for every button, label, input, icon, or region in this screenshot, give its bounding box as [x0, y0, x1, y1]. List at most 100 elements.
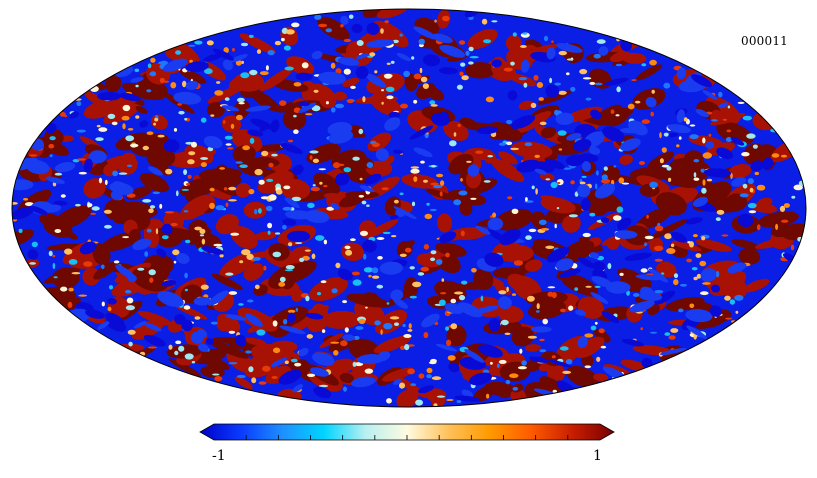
texture-speck	[318, 23, 328, 28]
texture-speck	[18, 228, 23, 233]
texture-blue-patch	[574, 309, 587, 316]
texture-speck	[649, 59, 657, 66]
texture-blue-patch	[590, 292, 609, 304]
texture-blue-patch	[197, 343, 209, 353]
texture-patch	[128, 228, 141, 245]
texture-speck	[226, 147, 234, 150]
texture-speck	[170, 82, 177, 89]
texture-speck	[664, 332, 671, 336]
texture-speck	[326, 206, 335, 211]
texture-blue-patch	[208, 290, 229, 306]
texture-speck	[260, 196, 269, 200]
sky-map-outline	[11, 8, 807, 408]
texture-blue-patch	[555, 258, 574, 271]
texture-speck	[640, 327, 643, 331]
texture-speck	[181, 188, 190, 191]
texture-blue-patch	[488, 318, 501, 332]
texture-speck	[518, 77, 528, 81]
texture-speck	[506, 141, 513, 146]
texture-speck	[272, 251, 282, 258]
texture-blue-patch	[695, 108, 709, 118]
texture-speck	[381, 101, 384, 105]
texture-speck	[607, 263, 612, 270]
texture-speck	[660, 272, 665, 275]
texture-patch	[498, 305, 524, 323]
texture-speck	[194, 316, 201, 320]
texture-speck	[126, 164, 133, 167]
texture-speck	[223, 187, 228, 191]
texture-patch	[140, 172, 169, 193]
texture-speck	[615, 114, 620, 117]
texture-speck	[200, 284, 209, 290]
texture-speck	[248, 34, 254, 39]
texture-speck	[584, 365, 592, 369]
texture-speck	[535, 188, 538, 195]
texture-speck	[483, 180, 491, 183]
texture-speck	[445, 252, 450, 258]
texture-blue-patch	[478, 344, 503, 358]
texture-speck	[702, 179, 706, 186]
texture-speck	[49, 136, 56, 141]
texture-speck	[284, 269, 294, 272]
texture-blue-patch	[280, 142, 303, 154]
texture-blue-patch	[545, 158, 566, 170]
texture-speck	[48, 250, 53, 257]
texture-blue-patch	[298, 102, 310, 107]
texture-speck	[351, 271, 360, 276]
texture-speck	[363, 253, 367, 260]
texture-speck	[235, 161, 243, 164]
texture-blue-patch	[362, 239, 377, 253]
texture-blue-patch	[464, 349, 485, 363]
texture-blue-patch	[292, 384, 304, 393]
texture-speck	[150, 57, 156, 63]
texture-patch	[593, 328, 611, 343]
texture-blue-patch	[590, 109, 602, 120]
texture-speck	[513, 260, 524, 266]
texture-speck	[122, 236, 130, 239]
texture-blue-patch	[287, 230, 311, 243]
texture-speck	[721, 234, 729, 237]
texture-blue-patch	[305, 312, 324, 320]
texture-speck	[288, 242, 293, 247]
texture-speck	[747, 178, 754, 185]
texture-blue-patch	[580, 198, 591, 211]
texture-speck	[499, 142, 506, 146]
texture-speck	[689, 134, 699, 140]
texture-speck	[135, 115, 140, 119]
texture-blue-patch	[335, 172, 350, 186]
texture-blue-patch	[692, 196, 708, 207]
texture-speck	[28, 154, 38, 157]
texture-speck	[702, 282, 711, 285]
texture-blue-patch	[133, 320, 147, 329]
texture-speck	[558, 148, 563, 151]
texture-speck	[186, 182, 190, 186]
texture-speck	[701, 187, 707, 194]
texture-blue-patch	[624, 252, 652, 261]
texture-blue-patch	[119, 92, 141, 102]
texture-blue-patch	[88, 150, 107, 164]
texture-blue-patch	[417, 385, 435, 394]
texture-speck	[702, 152, 712, 159]
texture-patch	[669, 157, 712, 180]
texture-speck	[693, 333, 697, 340]
texture-speck	[118, 172, 128, 175]
texture-speck	[545, 178, 551, 181]
texture-speck	[135, 84, 139, 88]
texture-patch	[166, 344, 203, 359]
texture-blue-patch	[197, 328, 208, 338]
texture-speck	[76, 101, 82, 107]
texture-speck	[323, 239, 328, 245]
texture-speck	[310, 186, 320, 192]
texture-speck	[558, 90, 567, 95]
texture-speck	[348, 14, 354, 19]
texture-blue-patch	[27, 249, 39, 260]
texture-speck	[651, 89, 655, 94]
texture-speck	[693, 172, 697, 178]
texture-speck	[568, 214, 578, 218]
texture-speck	[67, 301, 73, 308]
texture-blue-patch	[528, 356, 549, 363]
texture-blue-patch	[413, 26, 437, 40]
texture-patch	[416, 253, 443, 268]
texture-blue-patch	[703, 168, 732, 178]
texture-patch	[758, 211, 799, 228]
